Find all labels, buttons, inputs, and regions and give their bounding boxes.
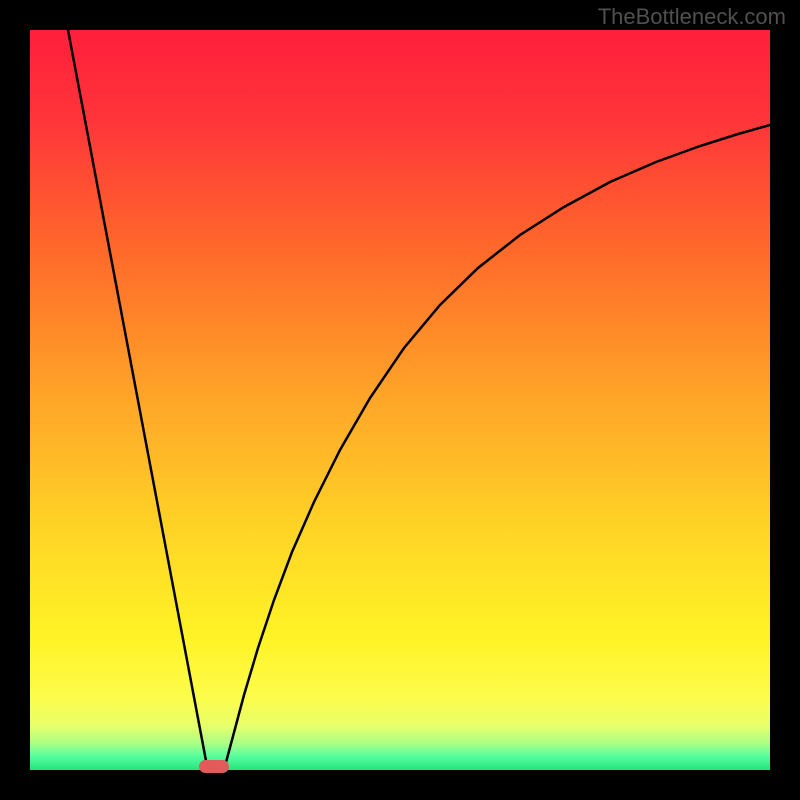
chart-frame [30,30,770,770]
minimum-marker [199,760,229,773]
chart-curve [30,30,770,770]
watermark-text: TheBottleneck.com [598,4,786,30]
curve-right-arc [225,125,770,766]
curve-left-line [68,30,207,766]
